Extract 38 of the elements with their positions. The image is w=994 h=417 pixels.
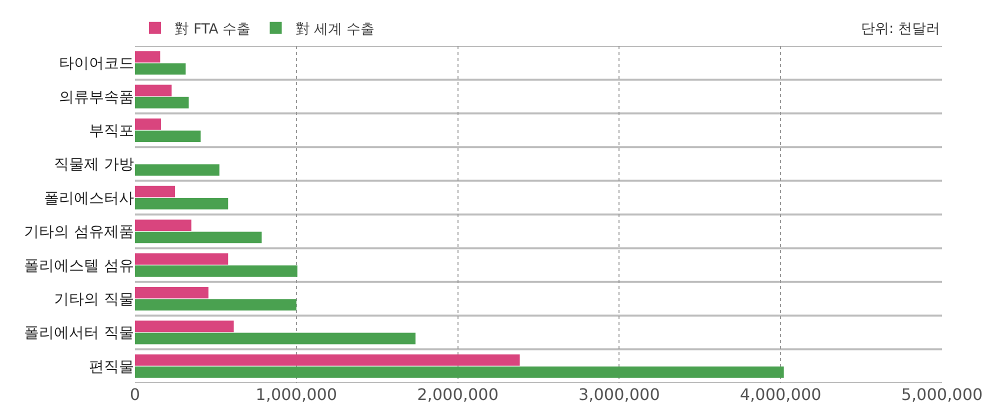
bar — [135, 63, 186, 75]
x-tick-label: 1,000,000 — [256, 385, 338, 404]
y-tick-label: 의류부속품 — [59, 88, 134, 106]
bar — [135, 286, 208, 298]
text: 단위: 천달러 — [861, 21, 940, 37]
x-tick-label: 3,000,000 — [578, 385, 660, 404]
bar — [135, 354, 520, 366]
bar — [135, 299, 296, 311]
legend-label: 對 FTA 수출 — [175, 21, 251, 38]
bar — [135, 164, 220, 176]
bar — [135, 265, 298, 277]
bar — [135, 198, 228, 210]
y-tick-label: 기타의 섬유제품 — [24, 222, 134, 241]
bar — [135, 220, 192, 231]
bar — [135, 130, 201, 142]
bar — [135, 232, 262, 244]
x-tick-label: 4,000,000 — [740, 385, 822, 404]
bar — [135, 186, 176, 198]
bar — [135, 366, 784, 378]
bar — [135, 332, 416, 344]
y-tick-label: 부직포 — [89, 122, 134, 140]
y-tick-label: 폴리에서터 직물 — [24, 324, 134, 342]
y-tick-label: 편직물 — [89, 357, 134, 376]
bar — [135, 253, 228, 265]
bar — [135, 51, 160, 62]
bar — [135, 118, 161, 130]
bar — [135, 96, 189, 108]
y-tick-label: 폴리에스터사 — [44, 188, 134, 207]
bar — [135, 84, 172, 96]
x-tick-label: 2,000,000 — [417, 385, 499, 404]
y-tick-label: 직물제 가방 — [54, 155, 134, 174]
y-tick-label: 기타의 직물 — [54, 290, 134, 308]
y-tick-label: 폴리에스텔 섬유 — [24, 256, 134, 274]
bar — [135, 320, 234, 332]
y-tick-label: 타이어코드 — [59, 54, 134, 72]
legend-label: 對 세계 수출 — [296, 21, 375, 38]
x-tick-label: 5,000,000 — [901, 385, 983, 404]
x-tick-label: 0 — [130, 385, 140, 404]
